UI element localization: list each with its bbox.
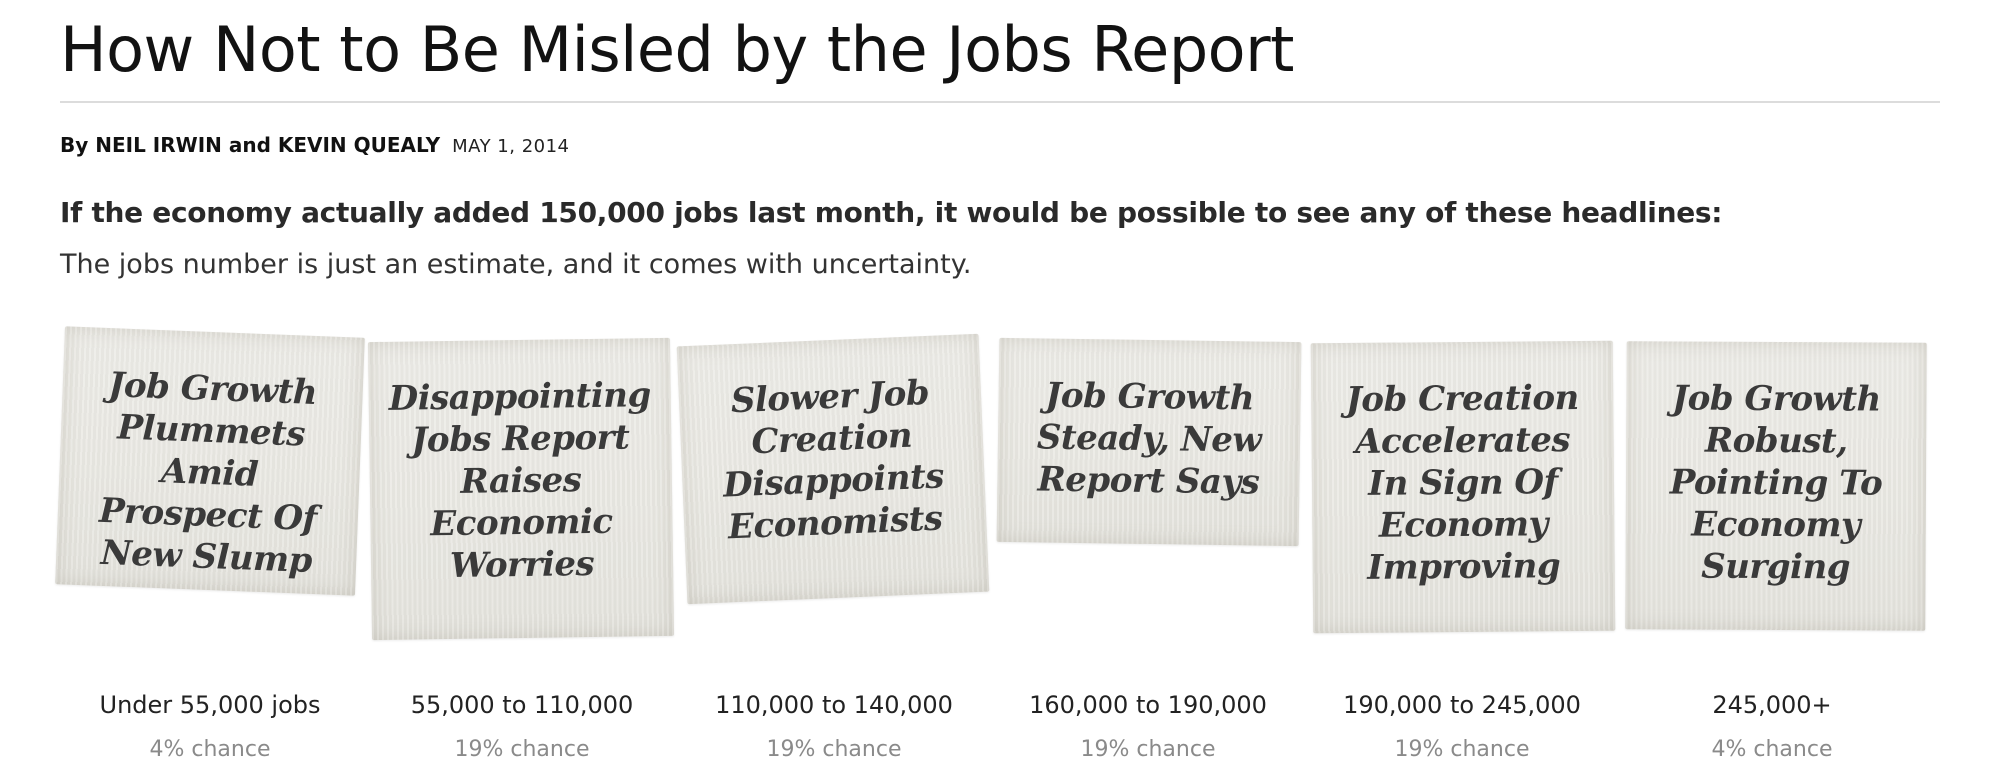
headline-clipping: Job Growth Plummets Amid Prospect Of New… [55, 326, 365, 596]
clipping-headline: Job Creation Accelerates In Sign Of Econ… [1345, 377, 1579, 588]
title-divider [60, 101, 1940, 103]
lede: If the economy actually added 150,000 jo… [60, 196, 1723, 229]
clipping-headline: Slower Job Creation Disappoints Economis… [722, 372, 945, 548]
byline: By NEIL IRWIN and KEVIN QUEALY MAY 1, 201… [60, 133, 570, 159]
chance-label: 19% chance [1080, 737, 1216, 762]
publish-date: MAY 1, 2014 [452, 136, 570, 157]
clipping-headline: Job Growth Plummets Amid Prospect Of New… [98, 365, 318, 581]
clipping-headline: Disappointing Jobs Report Raises Economi… [388, 375, 651, 586]
clipping-headline: Job Growth Steady, New Report Says [1036, 375, 1262, 503]
jobs-range-label: Under 55,000 jobs [99, 691, 321, 719]
chance-label: 19% chance [1394, 737, 1530, 762]
chance-label: 19% chance [766, 737, 902, 762]
clipping-headline: Job Growth Robust, Pointing To Economy S… [1669, 378, 1883, 588]
jobs-range-label: 110,000 to 140,000 [715, 691, 953, 719]
chance-label: 4% chance [149, 737, 271, 762]
jobs-range-label: 55,000 to 110,000 [410, 691, 634, 719]
headline-clipping: Slower Job Creation Disappoints Economis… [676, 333, 990, 605]
dek: The jobs number is just an estimate, and… [60, 249, 972, 280]
headline-clipping: Job Growth Robust, Pointing To Economy S… [1625, 341, 1927, 631]
chance-label: 19% chance [454, 737, 590, 762]
chance-label: 4% chance [1711, 737, 1833, 762]
headline-clipping: Disappointing Jobs Report Raises Economi… [367, 337, 675, 641]
headline-clipping: Job Growth Steady, New Report Says [996, 337, 1302, 547]
headline-clipping: Job Creation Accelerates In Sign Of Econ… [1310, 340, 1616, 634]
jobs-range-label: 245,000+ [1712, 691, 1832, 719]
jobs-range-label: 160,000 to 190,000 [1029, 691, 1267, 719]
byline-authors: By NEIL IRWIN and KEVIN QUEALY [60, 133, 441, 157]
page-title: How Not to Be Misled by the Jobs Report [60, 13, 1294, 86]
jobs-range-label: 190,000 to 245,000 [1343, 691, 1581, 719]
